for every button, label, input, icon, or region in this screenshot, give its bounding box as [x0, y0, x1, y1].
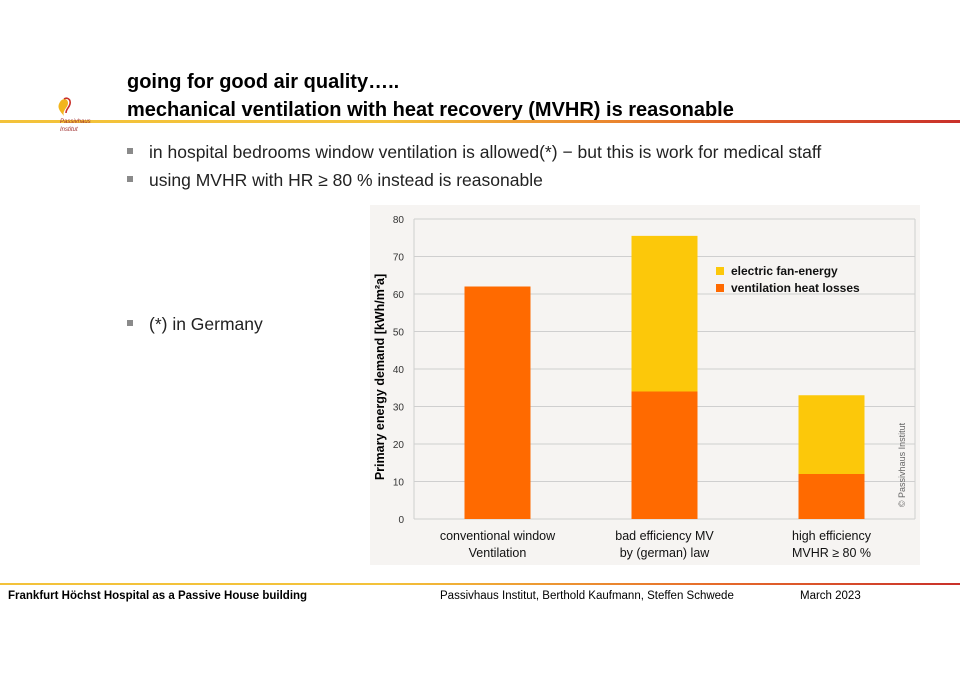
category-labels: conventional window Ventilation bad effici… [440, 529, 872, 560]
y-axis-label: Primary energy demand [kWh/m²a] [373, 274, 387, 480]
y-tick-label: 80 [393, 215, 405, 226]
y-tick-labels: 0 10 20 30 40 50 60 70 80 [393, 215, 405, 526]
y-tick-label: 0 [398, 515, 404, 526]
bullet-square-icon [127, 176, 133, 183]
header-rule [0, 120, 960, 123]
bullet-item: using MVHR with HR ≥ 80 % instead is rea… [127, 170, 543, 191]
legend-swatch [716, 267, 724, 275]
y-tick-label: 70 [393, 253, 405, 264]
legend: electric fan-energy ventilation heat loss… [716, 264, 860, 295]
y-tick-label: 30 [393, 403, 405, 414]
bar-heat-losses [631, 391, 698, 519]
y-tick-label: 20 [393, 440, 405, 451]
chart-container: 0 10 20 30 40 50 60 70 80 conventional window Ven… [370, 205, 920, 565]
legend-label: electric fan-energy [731, 264, 838, 278]
passivhaus-logo-icon [58, 97, 71, 116]
category-label: high efficiency [792, 529, 872, 543]
stacked-bar-chart: 0 10 20 30 40 50 60 70 80 conventional window Ven… [373, 215, 916, 560]
category-label: by (german) law [620, 546, 711, 560]
bullet-item: (*) in Germany [127, 314, 263, 335]
bar-fan-energy [631, 235, 698, 392]
logo-text: Passivhaus Institut [60, 119, 91, 133]
y-tick-label: 10 [393, 478, 405, 489]
category-label: MVHR ≥ 80 % [792, 546, 871, 560]
y-tick-label: 40 [393, 365, 405, 376]
bullet-square-icon [127, 148, 133, 155]
y-tick-label: 50 [393, 328, 405, 339]
slide-title: going for good air quality….. mechanical… [127, 68, 734, 124]
legend-label: ventilation heat losses [731, 281, 860, 295]
bar-heat-losses [464, 286, 531, 519]
legend-swatch [716, 284, 724, 292]
footer-rule [0, 583, 960, 585]
bars [464, 235, 865, 519]
footer-right: March 2023 [800, 590, 861, 602]
category-label: conventional window [440, 529, 556, 543]
footer-left: Frankfurt Höchst Hospital as a Passive H… [8, 590, 308, 602]
bullet-square-icon [127, 320, 133, 327]
copyright-note: © Passivhaus Institut [897, 422, 907, 507]
y-tick-label: 60 [393, 290, 405, 301]
category-label: bad efficiency MV [615, 529, 714, 543]
category-label: Ventilation [469, 546, 527, 560]
title-line-1: going for good air quality….. [127, 71, 400, 93]
title-line-2: mechanical ventilation with heat recover… [127, 99, 734, 121]
bar-heat-losses [798, 474, 865, 519]
bullet-item: in hospital bedrooms window ventilation … [127, 142, 821, 163]
bar-fan-energy [798, 395, 865, 474]
footer-center: Passivhaus Institut, Berthold Kaufmann, … [440, 590, 734, 602]
